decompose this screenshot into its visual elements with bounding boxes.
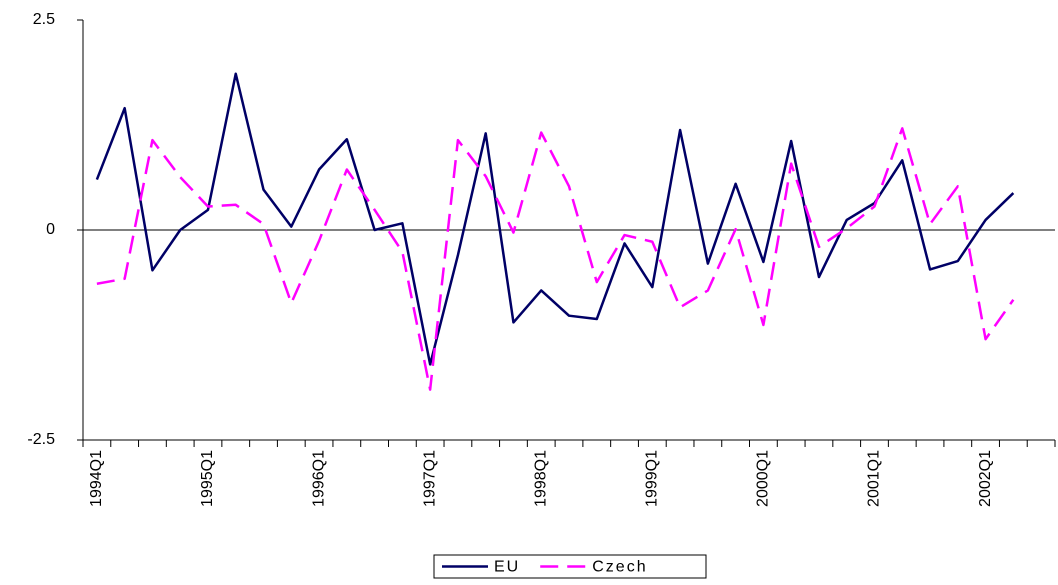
y-tick-label: 0 xyxy=(46,221,55,238)
legend-label: Czech xyxy=(592,559,647,576)
series-line xyxy=(96,127,1015,391)
series-line xyxy=(95,72,1015,366)
legend: EU Czech xyxy=(433,554,707,579)
y-tick-label: 2.5 xyxy=(33,11,55,28)
x-tick-label: 1995Q1 xyxy=(199,450,216,507)
x-tick-label: 1998Q1 xyxy=(532,450,549,507)
x-tick-label: 1997Q1 xyxy=(421,450,438,507)
x-tick-label: 1994Q1 xyxy=(88,450,105,507)
x-tick-label: 2001Q1 xyxy=(866,450,883,507)
x-tick-label: 2000Q1 xyxy=(755,450,772,507)
x-tick-label: 2002Q1 xyxy=(977,450,994,507)
legend-label: EU xyxy=(494,559,520,576)
x-tick-label: 1999Q1 xyxy=(644,450,661,507)
y-tick-label: -2.5 xyxy=(27,431,55,448)
x-tick-label: 1996Q1 xyxy=(310,450,327,507)
